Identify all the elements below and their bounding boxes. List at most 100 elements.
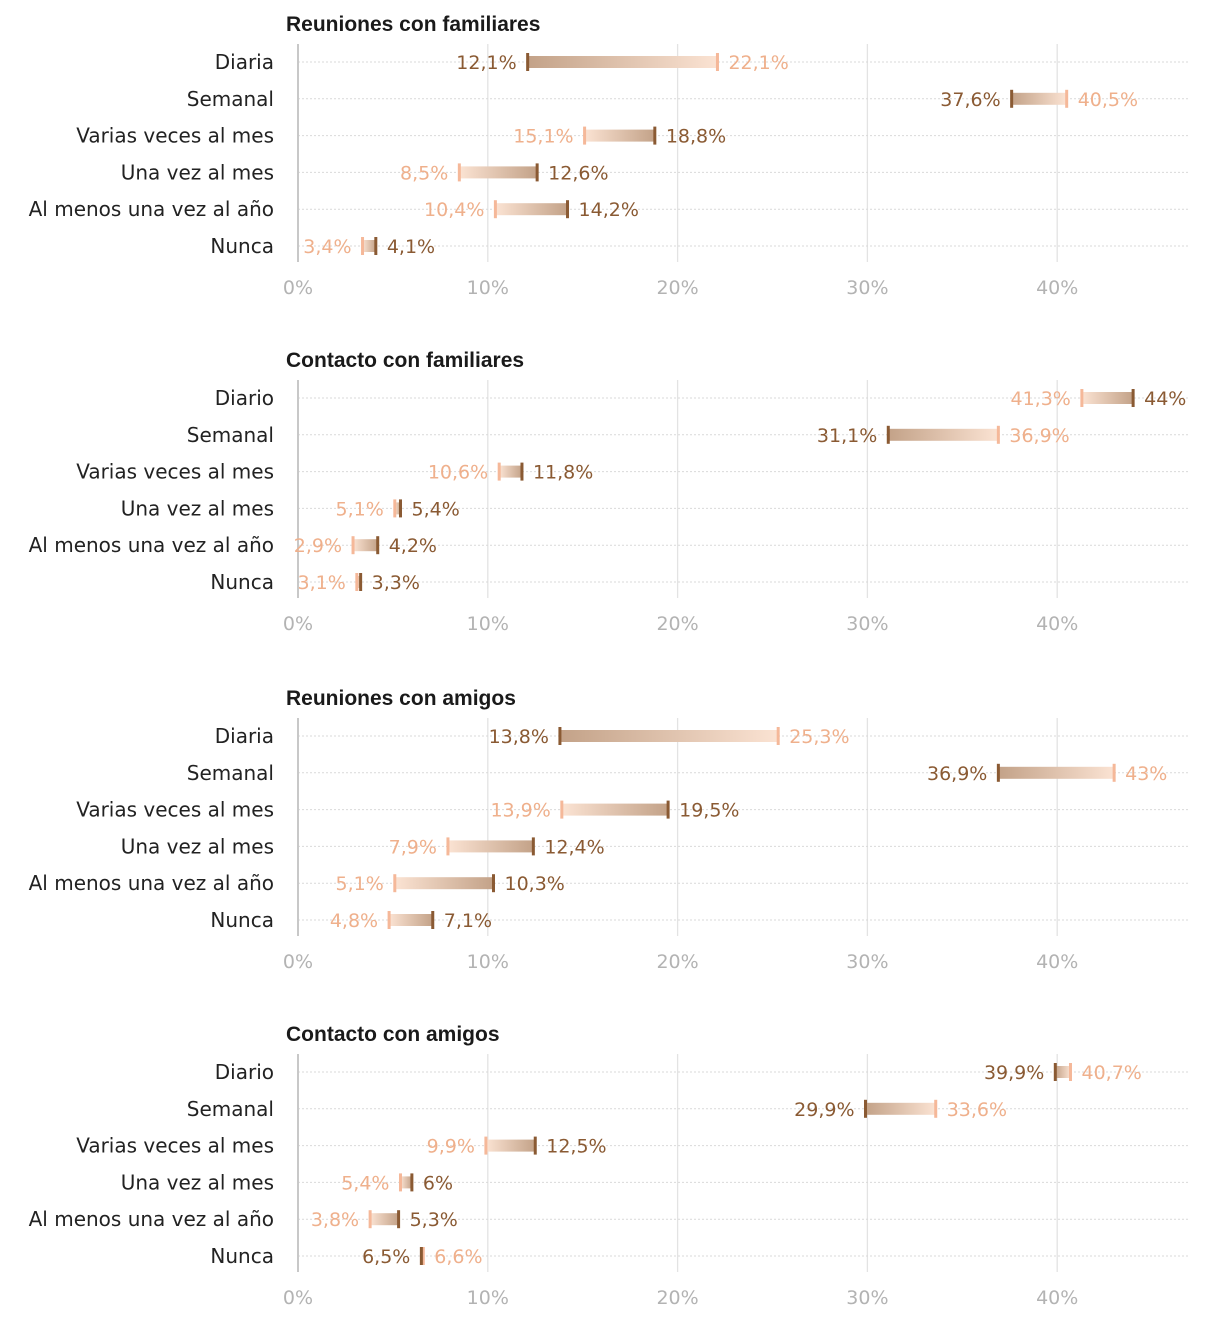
dumbbell-row: Al menos una vez al año 5,3% 3,8%: [29, 1207, 458, 1231]
x-tick-label: 30%: [846, 277, 888, 299]
light-marker: [393, 499, 397, 518]
light-value-label: 36,9%: [1009, 425, 1069, 447]
x-tick-label: 30%: [846, 1287, 888, 1309]
light-marker: [387, 911, 391, 929]
range-bar: [485, 1139, 536, 1152]
light-marker: [934, 1099, 938, 1118]
dark-value-label: 36,9%: [927, 763, 987, 785]
light-marker: [1112, 763, 1116, 782]
range-bar: [353, 539, 378, 552]
light-marker: [355, 573, 359, 591]
range-bar: [1081, 392, 1134, 404]
range-bar: [362, 240, 376, 252]
x-tick-label: 0%: [283, 951, 313, 973]
category-label: Al menos una vez al año: [29, 871, 274, 895]
dumbbell-row: Una vez al mes 6% 5,4%: [121, 1170, 453, 1194]
dark-marker: [526, 53, 530, 71]
dumbbell-row: Nunca 3,3% 3,1%: [210, 570, 419, 594]
dark-value-label: 5,3%: [410, 1209, 458, 1231]
dumbbell-row: Semanal 36,9% 43%: [187, 761, 1168, 785]
dark-marker: [1010, 89, 1014, 108]
light-value-label: 3,8%: [311, 1209, 359, 1231]
range-bar: [495, 203, 568, 216]
light-value-label: 3,1%: [298, 572, 346, 594]
dumbbell-row: Nunca 6,5% 6,6%: [210, 1244, 482, 1268]
light-marker: [398, 1173, 402, 1192]
dark-marker: [533, 1136, 537, 1155]
light-value-label: 3,4%: [303, 236, 351, 258]
dark-value-label: 12,5%: [546, 1136, 606, 1158]
range-bar: [370, 1213, 399, 1226]
dumbbell-row: Al menos una vez al año 14,2% 10,4%: [29, 197, 639, 221]
dumbbell-row: Diaria 13,8% 25,3%: [215, 724, 850, 748]
dark-marker: [398, 499, 402, 518]
category-label: Al menos una vez al año: [29, 1207, 274, 1231]
dark-marker: [1131, 389, 1135, 407]
dark-marker: [397, 1210, 401, 1229]
category-label: Semanal: [187, 87, 274, 111]
dumbbell-row: Varias veces al mes 19,5% 13,9%: [76, 798, 739, 822]
light-marker: [1065, 89, 1069, 108]
category-label: Una vez al mes: [121, 496, 274, 520]
light-value-label: 6,6%: [434, 1246, 482, 1268]
light-marker: [715, 53, 719, 71]
dark-marker: [864, 1099, 868, 1118]
dark-value-label: 12,4%: [544, 836, 604, 858]
dark-value-label: 3,3%: [372, 572, 420, 594]
dark-marker: [374, 237, 378, 255]
range-bar: [584, 129, 655, 142]
dark-value-label: 10,3%: [504, 873, 564, 895]
dark-value-label: 6%: [423, 1172, 453, 1194]
dumbbell-row: Diario 44% 41,3%: [215, 386, 1187, 410]
range-bar: [394, 877, 494, 890]
x-tick-label: 30%: [846, 613, 888, 635]
light-value-label: 10,4%: [424, 199, 484, 221]
category-label: Una vez al mes: [121, 1170, 274, 1194]
range-bar: [356, 576, 361, 588]
panel-title: Contacto con amigos: [286, 1023, 500, 1046]
chart-panel: Reuniones con amigos 0% 10% 20% 30% 40% Diaria…: [29, 687, 1188, 973]
x-tick-label: 10%: [467, 1287, 509, 1309]
light-marker: [493, 200, 497, 219]
light-marker: [484, 1136, 488, 1155]
category-label: Nunca: [210, 234, 274, 258]
category-label: Varias veces al mes: [76, 124, 274, 148]
dumbbell-row: Diario 39,9% 40,7%: [215, 1060, 1142, 1084]
chart-panel: Contacto con amigos 0% 10% 20% 30% 40% Diario 3…: [29, 1023, 1188, 1309]
category-label: Semanal: [187, 761, 274, 785]
light-value-label: 4,8%: [330, 910, 378, 932]
dark-marker: [535, 163, 539, 182]
light-value-label: 40,5%: [1078, 89, 1138, 111]
panel-title: Reuniones con amigos: [286, 687, 516, 710]
category-label: Diaria: [215, 724, 274, 748]
category-label: Diario: [215, 386, 274, 410]
dark-marker: [520, 462, 524, 481]
light-value-label: 5,1%: [336, 873, 384, 895]
light-value-label: 25,3%: [789, 726, 849, 748]
dark-value-label: 12,6%: [548, 162, 608, 184]
dumbbell-row: Al menos una vez al año 4,2% 2,9%: [29, 533, 437, 557]
light-value-label: 10,6%: [428, 462, 488, 484]
light-value-label: 7,9%: [389, 836, 437, 858]
light-marker: [446, 837, 450, 856]
light-marker: [996, 425, 1000, 444]
x-tick-label: 20%: [656, 613, 698, 635]
range-bar: [561, 803, 669, 816]
light-value-label: 9,9%: [427, 1136, 475, 1158]
dark-value-label: 7,1%: [444, 910, 492, 932]
range-bar: [389, 914, 433, 926]
dark-value-label: 5,4%: [411, 498, 459, 520]
dark-value-label: 37,6%: [940, 89, 1000, 111]
dumbbell-row: Diaria 12,1% 22,1%: [215, 50, 789, 74]
dark-marker: [419, 1247, 423, 1265]
category-label: Una vez al mes: [121, 160, 274, 184]
panel-title: Contacto con familiares: [286, 349, 524, 372]
light-marker: [361, 237, 365, 255]
panel-title: Reuniones con familiares: [286, 13, 540, 36]
x-tick-label: 30%: [846, 951, 888, 973]
category-label: Semanal: [187, 423, 274, 447]
dark-value-label: 31,1%: [817, 425, 877, 447]
dark-value-label: 12,1%: [456, 52, 516, 74]
x-tick-label: 0%: [283, 613, 313, 635]
range-bar: [447, 840, 534, 853]
